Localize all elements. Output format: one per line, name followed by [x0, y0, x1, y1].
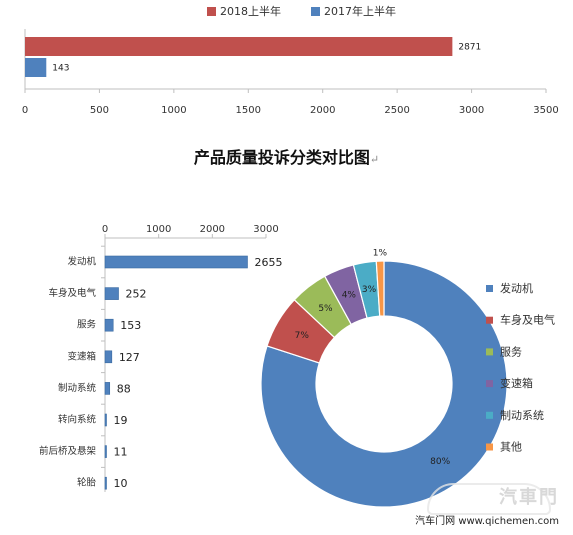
bar-data-label: 88: [117, 382, 131, 395]
bar-data-label: 127: [119, 351, 140, 364]
legend-swatch: [486, 348, 493, 356]
category-label: 制动系统: [58, 382, 97, 394]
bar-data-label: 11: [114, 446, 128, 459]
slice-data-label: 4%: [342, 291, 357, 301]
x-tick-label: 3000: [459, 105, 484, 116]
legend-label: 制动系统: [500, 409, 544, 422]
x-tick-label: 1000: [146, 224, 171, 235]
legend-swatch: [486, 411, 493, 419]
category-bar: [104, 476, 107, 490]
x-tick-label: 1500: [236, 105, 261, 116]
category-label: 轮胎: [77, 477, 97, 489]
category-bar: [104, 413, 107, 427]
watermark-text: 汽车门网 www.qichemen.com: [415, 516, 559, 527]
comparison-bar: [25, 58, 47, 77]
category-label: 转向系统: [58, 414, 97, 426]
x-tick-label: 3000: [253, 224, 278, 235]
x-tick-label: 2000: [200, 224, 225, 235]
legend-label: 车身及电气: [500, 313, 555, 327]
legend-swatch: [486, 380, 493, 388]
bar-data-label: 252: [126, 288, 147, 301]
x-tick-label: 2500: [384, 105, 409, 116]
category-label: 发动机: [67, 256, 96, 268]
comparison-bar: [25, 37, 453, 56]
x-tick-label: 0: [22, 105, 28, 116]
watermark-brand: 汽車門: [499, 487, 559, 508]
x-tick-label: 500: [90, 105, 109, 116]
slice-data-label: 7%: [295, 331, 310, 341]
legend-swatch: [311, 7, 320, 16]
slice-data-label: 3%: [362, 285, 377, 295]
legend-label: 服务: [500, 345, 522, 358]
legend-swatch: [486, 316, 493, 324]
legend-label: 2017年上半年: [324, 4, 396, 18]
donut-slice: [260, 260, 508, 508]
category-bar: [104, 382, 111, 395]
legend-swatch: [486, 443, 493, 451]
chart-title: 产品质量投诉分类对比图↵: [0, 144, 573, 168]
bar-data-label: 143: [52, 64, 69, 74]
legend-swatch: [486, 285, 493, 292]
x-tick-label: 3500: [533, 105, 558, 116]
slice-data-label: 80%: [430, 457, 450, 467]
bar-data-label: 19: [114, 414, 128, 427]
category-bar: [104, 318, 114, 332]
x-tick-label: 1000: [161, 105, 186, 116]
category-bar: [104, 445, 107, 458]
legend-label: 变速箱: [500, 376, 533, 390]
legend-label: 发动机: [500, 281, 533, 295]
category-label: 变速箱: [67, 350, 96, 362]
chart-title-text: 产品质量投诉分类对比图: [193, 148, 370, 167]
legend-label: 其他: [500, 441, 522, 454]
bar-data-label: 10: [114, 477, 128, 490]
legend-label: 2018上半年: [220, 4, 281, 18]
category-label: 车身及电气: [48, 287, 96, 299]
slice-data-label: 1%: [373, 249, 388, 259]
x-tick-label: 2000: [310, 105, 335, 116]
legend-swatch: [207, 7, 216, 16]
category-bar: [104, 350, 113, 364]
category-label: 前后桥及悬架: [39, 445, 97, 457]
category-label: 服务: [77, 319, 97, 331]
category-bar: [104, 287, 119, 300]
donut-slice: [375, 260, 385, 317]
return-mark-icon: ↵: [369, 153, 380, 166]
bar-data-label: 2655: [254, 256, 282, 269]
category-bar: [104, 255, 248, 269]
bar-data-label: 153: [120, 319, 141, 332]
bar-data-label: 2871: [458, 43, 481, 53]
x-tick-label: 0: [102, 224, 108, 235]
slice-data-label: 5%: [318, 304, 333, 314]
